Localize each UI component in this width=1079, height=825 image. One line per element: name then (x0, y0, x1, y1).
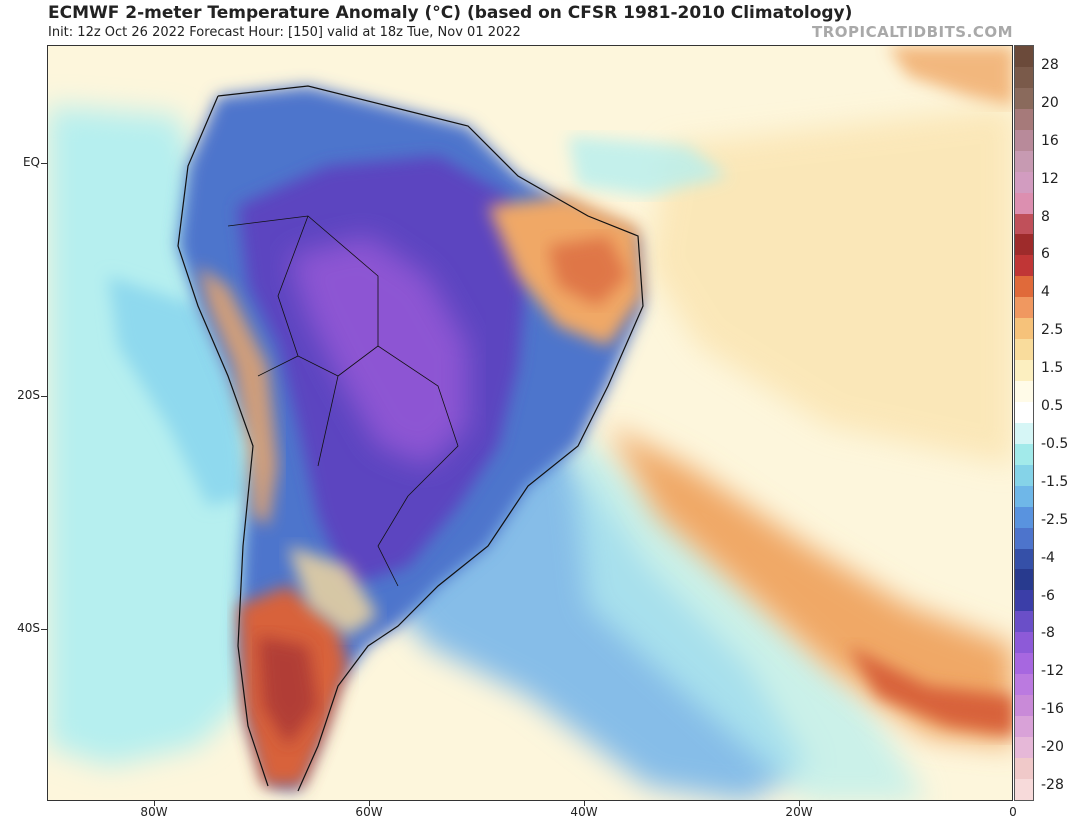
lon-label-60w: 60W (355, 805, 383, 819)
colorbar-label: -1.5 (1041, 473, 1069, 490)
colorbar-segment (1015, 736, 1033, 758)
colorbar-segment (1015, 716, 1033, 737)
colorbar (1014, 45, 1034, 801)
brand-watermark: TROPICALTIDBITS.COM (812, 23, 1013, 41)
patagonia-hot (258, 636, 318, 746)
colorbar-segment (1015, 757, 1033, 779)
andes-warm-strip (198, 266, 278, 526)
colorbar-label: -0.5 (1041, 435, 1069, 452)
patagonia-light (288, 546, 378, 636)
lat-tick (41, 163, 47, 164)
lat-label-40s: 40S (17, 621, 40, 635)
lon-tick (154, 801, 155, 806)
colorbar-segment (1015, 401, 1033, 423)
colorbar-segment (1015, 590, 1033, 612)
colorbar-label: -2.5 (1041, 511, 1069, 528)
equatorial-cool-patch (568, 136, 728, 196)
colorbar-segment (1015, 234, 1033, 256)
lat-label-20s: 20S (17, 388, 40, 402)
colorbar-label: 20 (1041, 94, 1059, 111)
country-borders (227, 215, 459, 587)
colorbar-segment (1015, 464, 1033, 486)
lon-label-0: 0 (1009, 805, 1017, 819)
colorbar-label: 16 (1041, 132, 1059, 149)
colorbar-label: 6 (1041, 246, 1050, 263)
colorbar-segment (1015, 297, 1033, 319)
colorbar-segment (1015, 46, 1033, 67)
atlantic-light-warm (648, 106, 1012, 466)
colorbar-segment (1015, 632, 1033, 654)
colorbar-segment (1015, 66, 1033, 88)
coastline (177, 85, 644, 792)
colorbar-segment (1015, 569, 1033, 591)
colorbar-segment (1015, 150, 1033, 172)
colorbar-label: -20 (1041, 739, 1064, 756)
colorbar-label: 4 (1041, 284, 1050, 301)
very-cold-core (288, 236, 468, 466)
atlantic-warm-band (608, 426, 1012, 746)
page-title: ECMWF 2-meter Temperature Anomaly (°C) (… (48, 3, 853, 23)
colorbar-label: -6 (1041, 587, 1055, 604)
colorbar-label: -8 (1041, 625, 1055, 642)
colorbar-segment (1015, 129, 1033, 151)
colorbar-label: 28 (1041, 57, 1059, 73)
lon-tick (369, 801, 370, 806)
colorbar-segment (1015, 192, 1033, 214)
colorbar-segment (1015, 506, 1033, 528)
colorbar-segment (1015, 255, 1033, 277)
atlantic-warm-core (848, 646, 1012, 736)
northeast-brazil-hot (548, 236, 628, 306)
colorbar-label: -28 (1041, 777, 1064, 793)
lon-tick (584, 801, 585, 806)
colorbar-segment (1015, 695, 1033, 716)
lon-tick (799, 801, 800, 806)
forecast-info: Init: 12z Oct 26 2022 Forecast Hour: [15… (48, 25, 521, 40)
colorbar-segment (1015, 422, 1033, 444)
lon-label-40w: 40W (570, 805, 598, 819)
colorbar-segment (1015, 778, 1033, 800)
lat-label-eq: EQ (22, 155, 40, 169)
colorbar-segment (1015, 87, 1033, 109)
colorbar-segment (1015, 611, 1033, 633)
map-canvas (48, 46, 1012, 800)
colorbar-label: -4 (1041, 549, 1055, 566)
colorbar-segment (1015, 443, 1033, 465)
colorbar-label: 12 (1041, 170, 1059, 187)
colorbar-segment (1015, 548, 1033, 570)
colorbar-segment (1015, 339, 1033, 361)
pacific-cool-core (108, 276, 248, 506)
colorbar-segment (1015, 674, 1033, 696)
colorbar-segment (1015, 381, 1033, 402)
colorbar-segment (1015, 108, 1033, 130)
colorbar-label: 8 (1041, 208, 1050, 225)
colorbar-label: 1.5 (1041, 360, 1064, 377)
colorbar-label: -16 (1041, 701, 1064, 718)
colorbar-segment (1015, 276, 1033, 298)
lat-tick (41, 396, 47, 397)
colorbar-segment (1015, 527, 1033, 549)
africa-coast (888, 46, 1012, 106)
lat-tick (41, 629, 47, 630)
colorbar-label: 2.5 (1041, 322, 1064, 339)
colorbar-segment (1015, 360, 1033, 381)
colorbar-segment (1015, 485, 1033, 507)
temperature-anomaly-map (47, 45, 1013, 801)
colorbar-segment (1015, 171, 1033, 193)
colorbar-segment (1015, 653, 1033, 675)
colorbar-segment (1015, 213, 1033, 235)
colorbar-label: 0.5 (1041, 398, 1064, 415)
colorbar-segment (1015, 318, 1033, 340)
atlantic-cool-edge (568, 426, 927, 800)
lon-label-20w: 20W (785, 805, 813, 819)
colorbar-label: -12 (1041, 663, 1064, 680)
lon-label-80w: 80W (140, 805, 168, 819)
